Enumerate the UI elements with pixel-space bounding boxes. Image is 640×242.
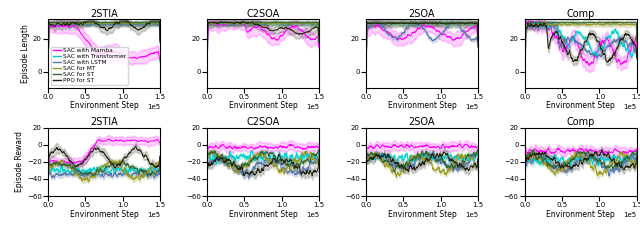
Legend: SAC with Mamba, SAC with Transformer, SAC with LSTM, SAC for MT, SAC for ST, PPO: SAC with Mamba, SAC with Transformer, SA… (51, 46, 128, 85)
Title: Comp: Comp (566, 117, 595, 128)
X-axis label: Environment Step: Environment Step (228, 101, 298, 110)
Y-axis label: Episode Reward: Episode Reward (15, 131, 24, 192)
X-axis label: Environment Step: Environment Step (387, 210, 456, 219)
X-axis label: Environment Step: Environment Step (547, 210, 615, 219)
X-axis label: Environment Step: Environment Step (228, 210, 298, 219)
X-axis label: Environment Step: Environment Step (70, 210, 138, 219)
Title: C2SOA: C2SOA (246, 117, 280, 128)
Title: 2SOA: 2SOA (408, 9, 435, 19)
Title: 2STIA: 2STIA (90, 9, 118, 19)
X-axis label: Environment Step: Environment Step (70, 101, 138, 110)
Y-axis label: Episode Length: Episode Length (21, 24, 30, 83)
X-axis label: Environment Step: Environment Step (387, 101, 456, 110)
X-axis label: Environment Step: Environment Step (547, 101, 615, 110)
Title: 2STIA: 2STIA (90, 117, 118, 128)
Title: 2SOA: 2SOA (408, 117, 435, 128)
Title: Comp: Comp (566, 9, 595, 19)
Title: C2SOA: C2SOA (246, 9, 280, 19)
